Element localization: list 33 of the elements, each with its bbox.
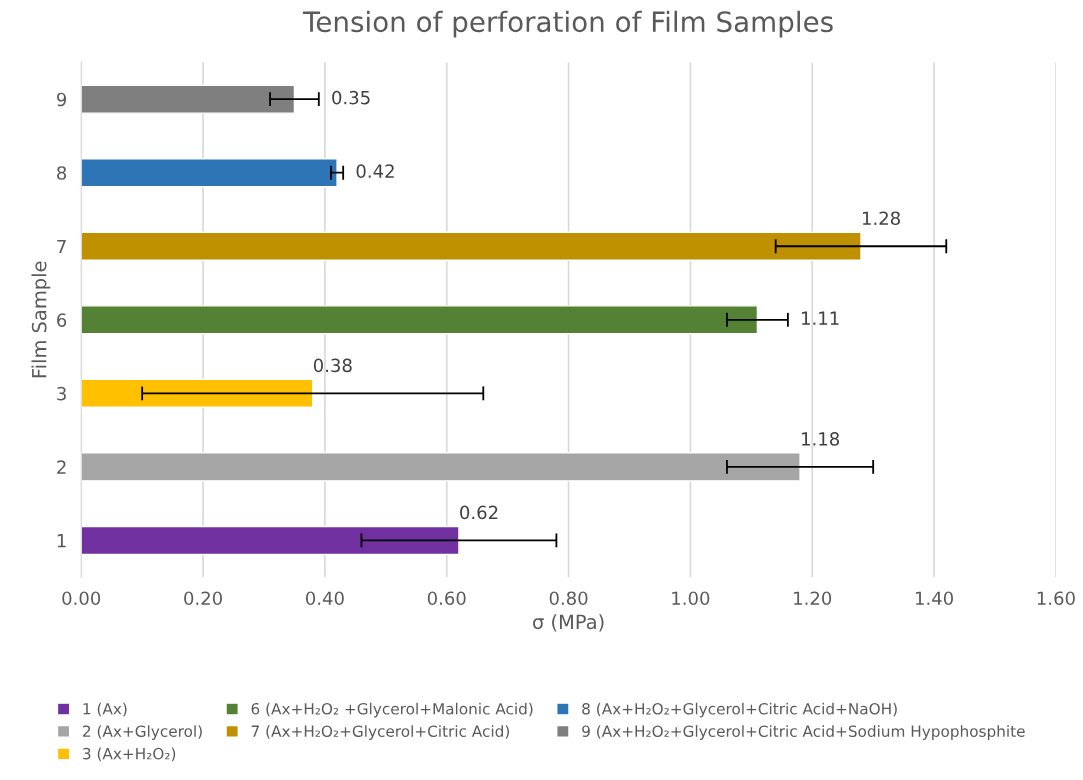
data-label: 0.35 [332,90,370,105]
legend-label: 9 (Ax+H₂O₂+Glycerol+Citric Acid+Sodium Hypophosphite [582,725,1025,740]
x-tick-label: 1.20 [794,591,832,606]
x-tick-label: 0.00 [62,591,101,606]
data-label: 0.62 [460,505,498,520]
x-tick-label: 0.60 [427,591,466,606]
chart-title: Tension of perforation of Film Samples [302,10,833,38]
legend-label: 7 (Ax+H₂O₂+Glycerol+Citric Acid) [251,725,510,740]
legend-label: 6 (Ax+H₂O₂ +Glycerol+Malonic Acid) [251,702,533,718]
x-axis-title: σ (MPa) [533,614,604,632]
y-tick-label: 3 [57,386,66,401]
legend-label: 1 (Ax) [83,702,127,717]
y-tick-label: 1 [57,534,66,548]
y-tick-label: 9 [56,92,67,107]
x-tick-label: 1.40 [915,591,953,606]
data-label: 1.18 [802,432,840,446]
x-tick-label: 0.80 [549,591,588,606]
y-tick-label: 2 [57,460,66,474]
data-label: 0.38 [313,358,352,373]
y-tick-label: 6 [57,313,67,327]
legend-label: 8 (Ax+H₂O₂+Glycerol+Citric Acid+NaOH) [582,702,897,718]
data-label: 1.28 [862,211,900,226]
data-label: 0.42 [356,164,394,178]
x-tick-label: 0.20 [184,591,222,606]
y-tick-label: 7 [57,239,66,254]
x-tick-label: 1.00 [672,591,710,606]
data-label: 1.11 [802,311,839,325]
legend-label: 2 (Ax+Glycerol) [83,725,202,740]
legend-label: 3 (Ax+H₂O₂) [83,747,176,762]
y-axis-title: Film Sample [31,261,51,378]
x-tick-label: 0.40 [305,591,344,606]
y-tick-label: 8 [57,166,67,180]
x-tick-label: 1.60 [1037,591,1075,606]
